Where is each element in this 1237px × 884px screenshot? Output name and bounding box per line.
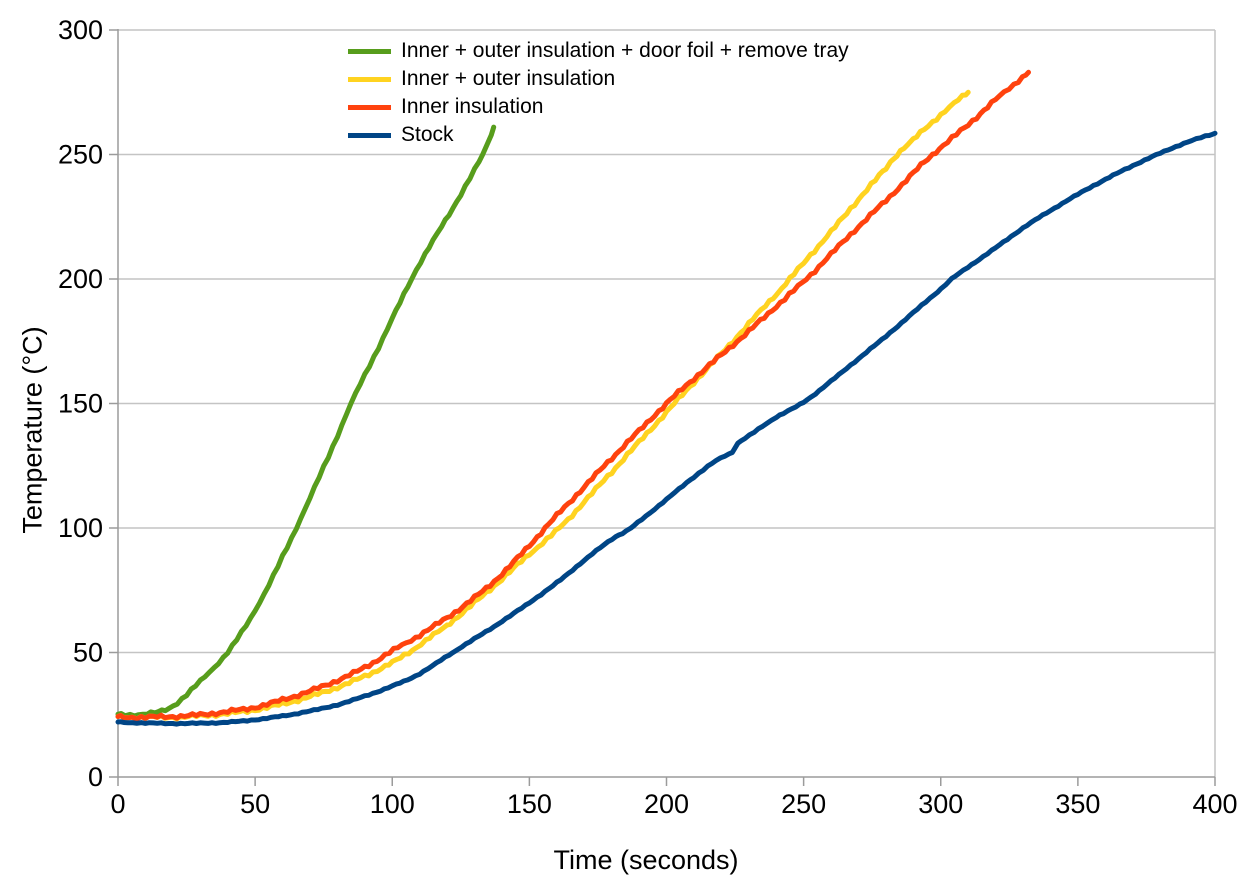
legend-swatch — [348, 48, 391, 54]
x-tick-label: 150 — [507, 789, 552, 819]
y-tick-label: 0 — [88, 762, 103, 792]
x-tick-label: 250 — [781, 789, 826, 819]
x-tick-label: 50 — [240, 789, 270, 819]
y-tick-label: 100 — [58, 513, 103, 543]
legend-label: Inner + outer insulation + door foil + r… — [401, 39, 849, 62]
series-line — [115, 69, 1031, 722]
legend-label: Inner insulation — [401, 95, 544, 118]
x-tick-label: 350 — [1055, 789, 1100, 819]
x-tick-label: 0 — [110, 789, 125, 819]
legend-label: Stock — [401, 123, 454, 146]
legend-swatch — [348, 104, 391, 110]
legend-swatch — [348, 132, 391, 138]
legend: Inner + outer insulation + door foil + r… — [348, 37, 849, 149]
series-line — [115, 124, 497, 719]
y-tick-label: 250 — [58, 140, 103, 170]
y-tick-label: 50 — [73, 638, 103, 668]
x-axis-title: Time (seconds) — [553, 845, 739, 875]
y-axis-title: Temperature (°C) — [17, 326, 48, 534]
legend-item: Stock — [348, 121, 849, 149]
y-tick-label: 200 — [58, 264, 103, 294]
y-tick-label: 300 — [58, 15, 103, 45]
legend-swatch — [348, 76, 391, 82]
x-tick-label: 100 — [370, 789, 415, 819]
legend-label: Inner + outer insulation — [401, 67, 616, 90]
legend-item: Inner insulation — [348, 93, 849, 121]
series-line — [115, 89, 971, 722]
x-tick-label: 200 — [644, 789, 689, 819]
series-line — [115, 130, 1218, 727]
x-tick-label: 300 — [918, 789, 963, 819]
legend-item: Inner + outer insulation — [348, 65, 849, 93]
y-tick-label: 150 — [58, 389, 103, 419]
legend-item: Inner + outer insulation + door foil + r… — [348, 37, 849, 65]
x-tick-label: 400 — [1192, 789, 1237, 819]
